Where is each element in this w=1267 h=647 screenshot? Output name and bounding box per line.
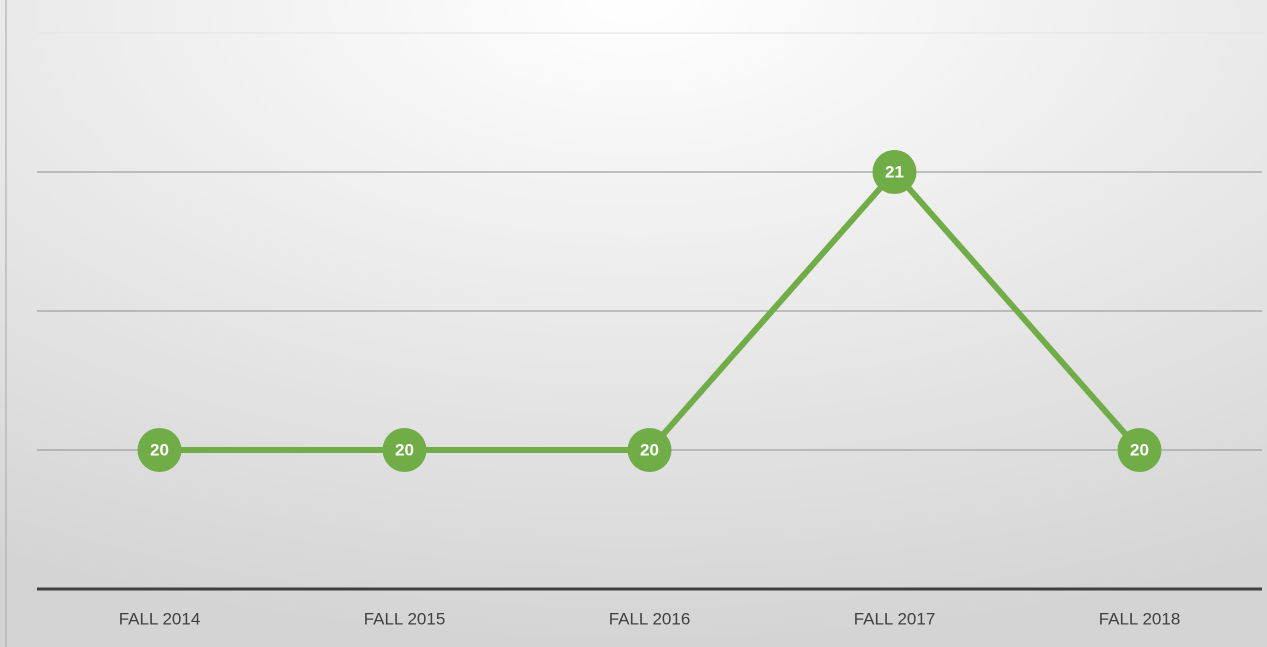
x-tick-label: FALL 2014 <box>119 609 201 628</box>
data-label: 20 <box>150 440 169 459</box>
x-tick-label: FALL 2018 <box>1099 609 1181 628</box>
x-tick-label: FALL 2015 <box>364 609 446 628</box>
x-tick-label: FALL 2017 <box>854 609 936 628</box>
data-point <box>382 428 427 472</box>
x-tick-label: FALL 2016 <box>609 609 691 628</box>
data-label: 20 <box>640 440 659 459</box>
data-point <box>137 428 182 472</box>
data-point <box>627 428 672 472</box>
data-point <box>1117 428 1162 472</box>
data-label: 21 <box>885 162 904 181</box>
data-point <box>872 150 917 194</box>
data-label: 20 <box>395 440 414 459</box>
data-label: 20 <box>1130 440 1149 459</box>
